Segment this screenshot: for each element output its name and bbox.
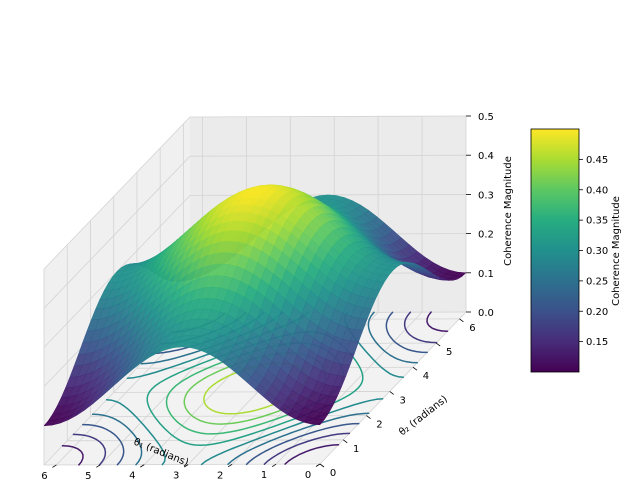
y-tick-label: 4: [423, 371, 429, 382]
colorbar-ticks: 0.15 0.20 0.25 0.30 0.35 0.40 0.45: [579, 155, 608, 348]
y-tick-label: 3: [400, 395, 406, 406]
colorbar-tick-label: 0.35: [586, 216, 608, 227]
z-tick-label: 0.5: [478, 112, 494, 123]
x-tick-mark: [271, 463, 277, 467]
surface-facet: [311, 418, 325, 426]
floor-gridline-x: [275, 311, 423, 465]
z-axis-label: Coherence Magnitude: [503, 156, 514, 266]
x-tick-mark: [227, 463, 233, 468]
y-tick-mark: [435, 342, 441, 347]
colorbar-tick-label: 0.40: [586, 185, 608, 196]
wall-gridline-z: [43, 155, 191, 309]
y-tick-mark: [389, 391, 394, 395]
y-tick-mark: [459, 318, 464, 323]
z-tick-label: 0.2: [478, 230, 494, 241]
x-tick-mark: [96, 464, 101, 468]
floor-gridline-y: [43, 463, 321, 466]
colorbar-tick-label: 0.20: [586, 307, 608, 318]
z-tick-label: 0.4: [478, 151, 494, 162]
x-tick-mark: [315, 463, 321, 467]
z-tick-label: 0.0: [478, 308, 494, 319]
colorbar-tick-label: 0.30: [586, 246, 608, 257]
colorbar-tick-label: 0.15: [586, 337, 608, 348]
floor-gridline-y: [67, 439, 344, 442]
floor-gridline-x: [319, 311, 467, 465]
floor-gridline-y: [113, 391, 390, 393]
y-tick-label: 0: [330, 468, 336, 479]
x-tick-mark: [52, 464, 57, 468]
x-tick-mark: [140, 464, 145, 468]
z-tick-label: 0.3: [478, 190, 494, 201]
x-tick-label: 5: [85, 471, 91, 482]
x-tick-label: 2: [217, 470, 223, 481]
x-tick-label: 4: [129, 471, 135, 482]
y-tick-mark: [366, 415, 371, 419]
surface-mesh: [43, 184, 467, 427]
colorbar-tick-label: 0.25: [586, 276, 608, 287]
wall-gridline-z: [43, 116, 191, 270]
y-tick-label: 6: [469, 323, 475, 334]
wall-gridline-z: [189, 115, 467, 118]
x-tick-label: 3: [173, 470, 179, 481]
y-tick-label: 5: [446, 347, 452, 358]
y-tick-mark: [342, 439, 348, 444]
z-tick-label: 0.1: [478, 269, 494, 280]
colorbar: 0.15 0.20 0.25 0.30 0.35 0.40 0.45 Coherence M…: [530, 128, 622, 373]
y-tick-mark: [319, 463, 325, 468]
colorbar-gradient: [530, 128, 580, 373]
y-tick-label: 2: [376, 420, 382, 431]
x-tick-mark: [184, 464, 189, 468]
y-tick-label: 1: [353, 444, 359, 455]
x-tick-label: 0: [305, 470, 311, 481]
x-tick-label: 6: [41, 471, 47, 482]
y-tick-mark: [412, 366, 418, 371]
wall-gridline-z: [189, 154, 467, 157]
colorbar-label: Coherence Magnitude: [611, 196, 622, 306]
x-tick-label: 1: [261, 470, 267, 481]
colorbar-tick-label: 0.45: [586, 155, 608, 166]
